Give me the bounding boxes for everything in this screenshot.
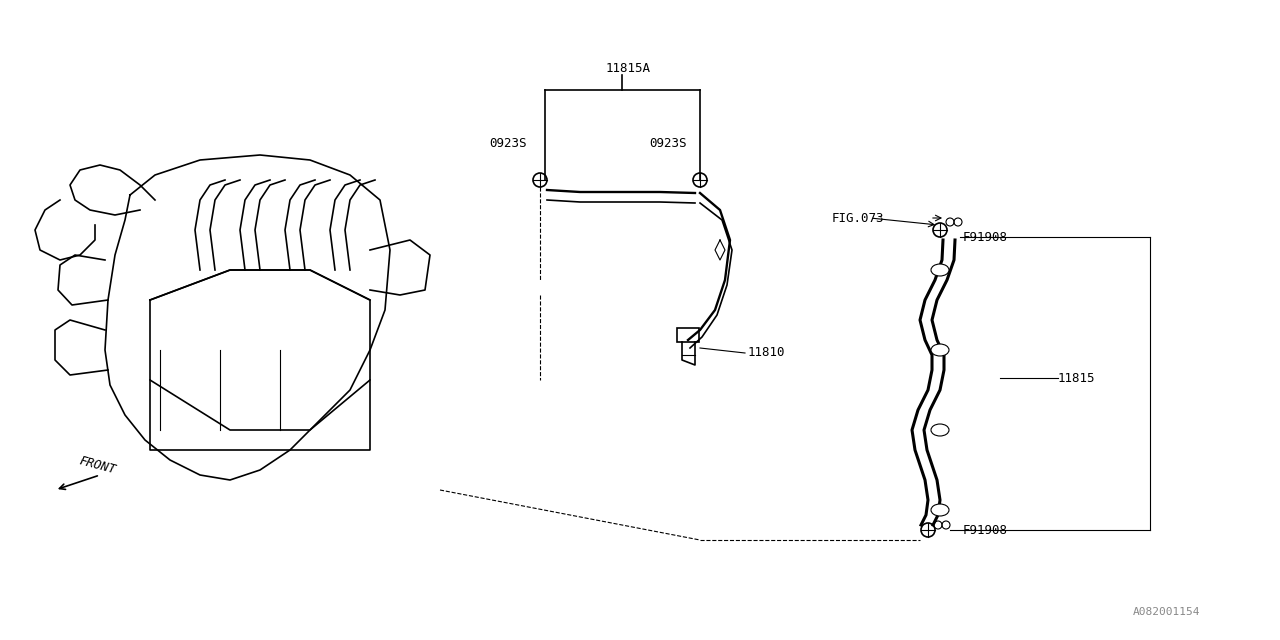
- Text: F91908: F91908: [963, 524, 1009, 536]
- Text: F91908: F91908: [963, 230, 1009, 243]
- Bar: [677, 328, 699, 342]
- Text: 0923S: 0923S: [489, 136, 527, 150]
- Ellipse shape: [931, 424, 948, 436]
- Text: 11815: 11815: [1059, 371, 1096, 385]
- Text: FRONT: FRONT: [78, 454, 118, 476]
- Text: A082001154: A082001154: [1133, 607, 1201, 617]
- Ellipse shape: [931, 504, 948, 516]
- Text: 11815A: 11815A: [605, 61, 650, 74]
- Text: 0923S: 0923S: [649, 136, 687, 150]
- Ellipse shape: [931, 264, 948, 276]
- Text: FIG.073: FIG.073: [832, 211, 884, 225]
- Text: 11810: 11810: [748, 346, 786, 358]
- Ellipse shape: [931, 344, 948, 356]
